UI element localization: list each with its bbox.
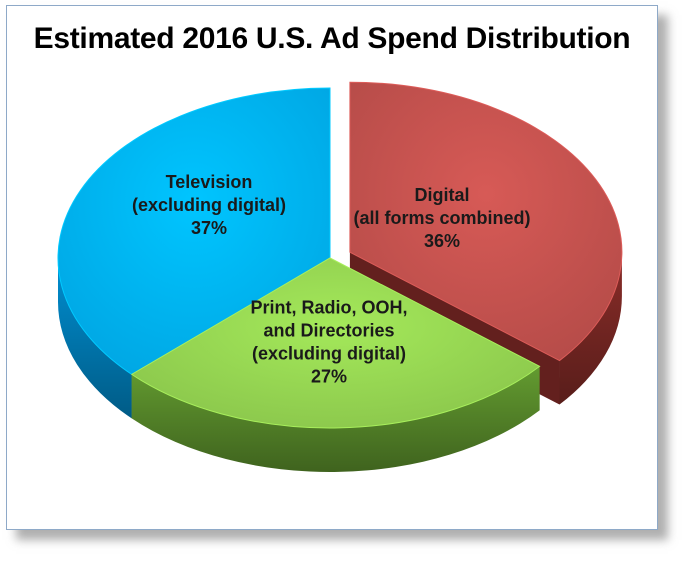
data-label-line: 37% <box>191 218 227 238</box>
data-label-print-radio-ooh-and-directories: Print, Radio, OOH, and Directories (exclud… <box>250 298 407 387</box>
slice-side-digital <box>559 252 622 405</box>
data-label-line: 36% <box>424 231 460 251</box>
data-label-line: 27% <box>311 367 347 387</box>
data-label-line: Digital <box>414 185 469 205</box>
data-label-line: Print, Radio, OOH, <box>250 298 407 318</box>
slice-top-print-radio-ooh-and-directories <box>130 257 541 429</box>
data-label-line: (excluding digital) <box>252 344 406 364</box>
data-label-television: Television (excluding digital) 37% <box>132 172 286 238</box>
slice-top-television <box>57 87 331 375</box>
chart-title: Estimated 2016 U.S. Ad Spend Distributio… <box>33 22 631 55</box>
data-label-line: (excluding digital) <box>132 195 286 215</box>
slice-top-digital <box>349 81 623 362</box>
pie-slice-print-radio-ooh-and-directories <box>130 257 541 473</box>
data-label-line: (all forms combined) <box>353 208 530 228</box>
data-label-line: and Directories <box>263 321 394 341</box>
data-label-digital: Digital (all forms combined) 36% <box>353 185 530 251</box>
slice-side-print-radio-ooh-and-directories <box>131 366 540 473</box>
data-label-line: Television <box>166 172 253 192</box>
slice-side-television <box>58 258 132 419</box>
